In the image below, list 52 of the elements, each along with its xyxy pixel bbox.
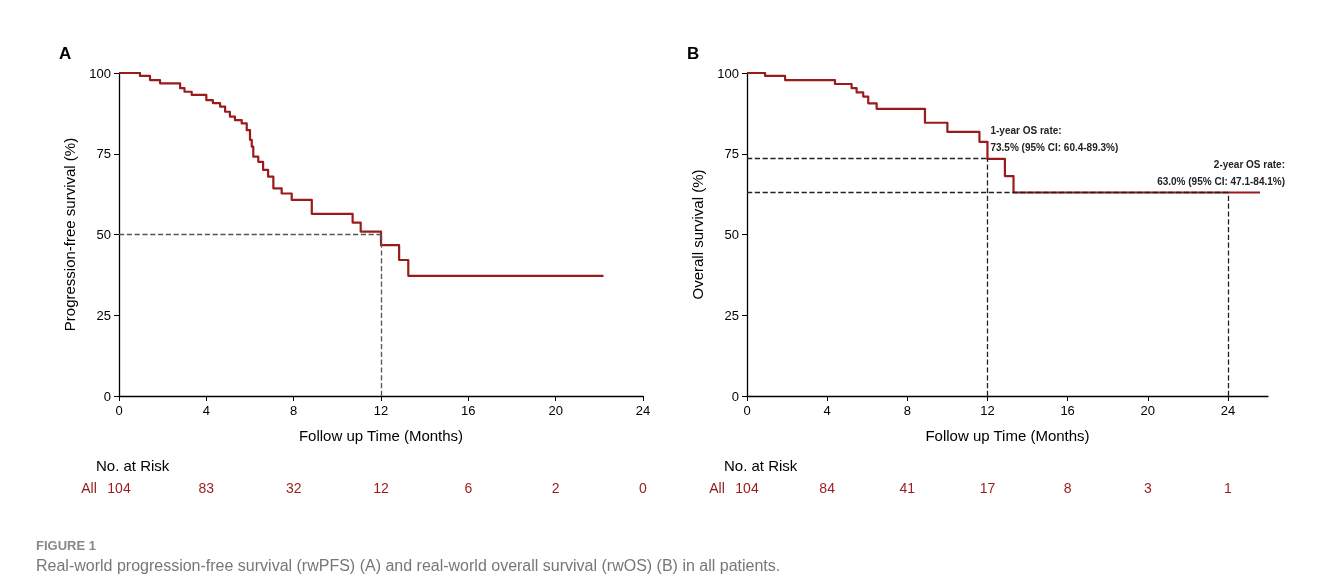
text: 6 bbox=[464, 480, 473, 496]
annotation: 1-year OS rate: 73.5% (95% CI: 60.4-89.3%) bbox=[990, 124, 1119, 153]
text: 104 bbox=[107, 480, 131, 496]
y-tick-label: 50 bbox=[724, 227, 739, 242]
text: Real-world progression-free survival (rwPFS) (A) and real-world overall survival (rwOS) (B) in all patients. bbox=[36, 557, 781, 575]
x-tick-label: 4 bbox=[202, 403, 210, 418]
text: No. at Risk bbox=[724, 457, 798, 474]
text: No. at Risk bbox=[96, 457, 170, 474]
x-tick-label: 12 bbox=[373, 403, 389, 418]
text: 0 bbox=[639, 480, 648, 496]
text: 41 bbox=[899, 480, 916, 496]
x-tick-label: 8 bbox=[903, 403, 911, 418]
text: 8 bbox=[1063, 480, 1072, 496]
y-axis-title: Overall survival (%) bbox=[689, 169, 706, 300]
text: 104 bbox=[735, 480, 759, 496]
text: 83 bbox=[198, 480, 215, 496]
text: 2 bbox=[551, 480, 560, 496]
y-tick-label: 25 bbox=[724, 307, 739, 323]
chart-title: A bbox=[59, 44, 72, 63]
x-axis-title: Follow up Time (Months) bbox=[925, 427, 1090, 444]
y-tick-label: 75 bbox=[96, 146, 111, 162]
y-tick-label: 0 bbox=[731, 388, 739, 404]
text: 1 bbox=[1224, 480, 1233, 496]
text: All bbox=[81, 480, 97, 496]
x-tick-label: 12 bbox=[980, 403, 995, 418]
y-tick-label: 100 bbox=[89, 65, 111, 81]
x-tick-label: 20 bbox=[1140, 403, 1155, 418]
y-tick-label: 100 bbox=[717, 65, 739, 81]
text: 32 bbox=[285, 480, 302, 496]
annotation: 2-year OS rate: 63.0% (95% CI: 47.1-84.1%) bbox=[1157, 158, 1285, 187]
x-tick-label: 0 bbox=[115, 403, 123, 418]
x-tick-label: 16 bbox=[1060, 403, 1075, 418]
x-tick-label: 8 bbox=[290, 403, 298, 418]
text: 3 bbox=[1143, 480, 1152, 496]
text: All bbox=[709, 480, 725, 496]
caption: FIGURE 1 bbox=[36, 538, 97, 553]
y-tick-label: 0 bbox=[103, 388, 111, 404]
x-tick-label: 24 bbox=[1220, 403, 1236, 418]
text: 17 bbox=[979, 480, 996, 496]
y-tick-label: 75 bbox=[724, 146, 739, 162]
y-tick-label: 50 bbox=[96, 227, 111, 242]
x-tick-label: 4 bbox=[823, 403, 831, 418]
x-tick-label: 16 bbox=[461, 403, 476, 418]
x-tick-label: 20 bbox=[548, 403, 563, 418]
text: 84 bbox=[819, 480, 836, 496]
x-tick-label: 0 bbox=[743, 403, 751, 418]
x-axis-title: Follow up Time (Months) bbox=[298, 427, 464, 444]
y-axis-title: Progression-free survival (%) bbox=[61, 137, 78, 332]
text: 12 bbox=[373, 480, 389, 496]
x-tick-label: 24 bbox=[635, 403, 651, 418]
chart-title: B bbox=[687, 44, 700, 63]
y-tick-label: 25 bbox=[96, 307, 111, 323]
